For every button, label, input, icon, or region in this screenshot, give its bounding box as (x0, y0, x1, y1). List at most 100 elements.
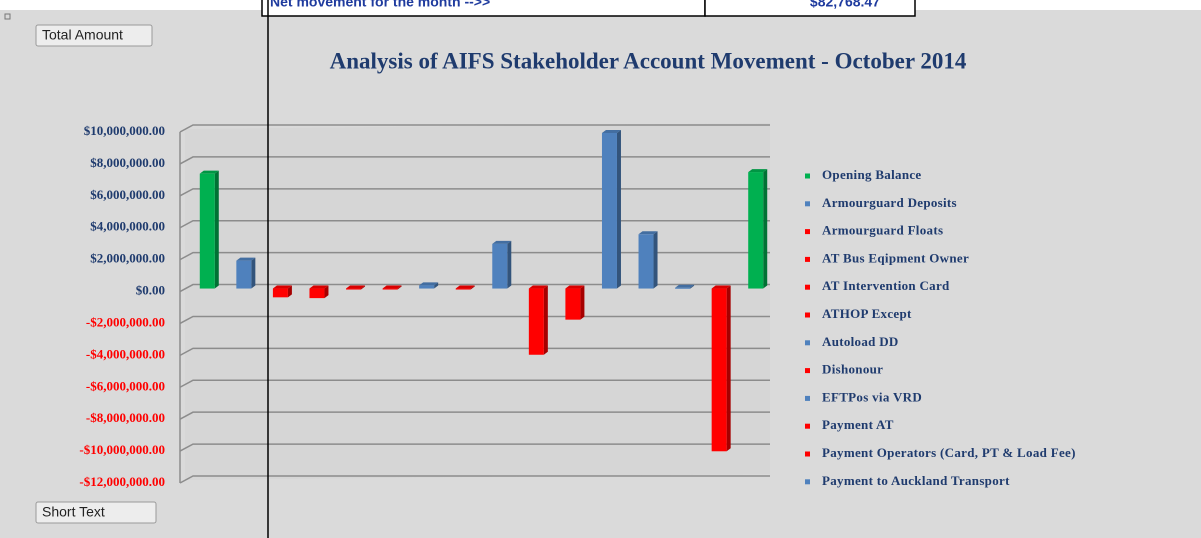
bar-side (214, 170, 219, 289)
bar (455, 288, 471, 290)
bar-side (690, 284, 695, 289)
bar-top (565, 285, 585, 289)
net-amount-cell (704, 0, 916, 17)
bar-side (763, 169, 768, 289)
back-wall (185, 123, 770, 480)
bar (528, 288, 544, 355)
y-tick-label: $2,000,000.00 (90, 251, 165, 266)
legend-label: AT Bus Eqipment Owner (822, 250, 969, 265)
grid-line (179, 188, 770, 197)
bar-top (528, 285, 548, 289)
legend-marker (805, 451, 810, 457)
bar (638, 234, 654, 289)
y-tick-label: $8,000,000.00 (90, 155, 165, 170)
bar (601, 132, 617, 289)
bar (309, 288, 325, 299)
short-text-button[interactable] (35, 501, 157, 524)
legend-label: Payment Operators (Card, PT & Load Fee) (822, 445, 1076, 460)
bar-side (580, 285, 585, 320)
legend-label: Payment to Auckland Transport (822, 473, 1010, 488)
bar-side (616, 129, 621, 289)
bar (675, 287, 691, 289)
legend-label: AT Intervention Card (822, 278, 950, 293)
grid-line (179, 379, 770, 388)
bar-top (346, 285, 366, 289)
legend-marker (805, 284, 810, 290)
bar-top (675, 284, 695, 288)
y-tick-label: $6,000,000.00 (90, 187, 165, 202)
bar-top (492, 240, 512, 244)
bar-side (397, 285, 402, 290)
legend-label: Opening Balance (822, 167, 922, 182)
bar-side (434, 282, 439, 289)
bar-side (543, 285, 548, 355)
y-tick-label: $10,000,000.00 (84, 123, 165, 138)
legend-marker (805, 256, 810, 262)
grid-line (179, 156, 770, 165)
y-tick-label: -$6,000,000.00 (86, 378, 165, 393)
legend-label: Dishonour (822, 362, 883, 377)
y-tick-label: -$12,000,000.00 (79, 474, 165, 489)
grid-line (179, 347, 770, 357)
legend-marker (805, 312, 810, 318)
grid-line (179, 283, 770, 293)
y-tick-label: -$10,000,000.00 (79, 442, 165, 457)
bar (346, 288, 362, 290)
legend-label: ATHOP Except (822, 306, 912, 321)
legend-label: EFTPos via VRD (822, 389, 922, 404)
bar (199, 173, 215, 289)
grid-line (179, 251, 770, 261)
bar-side (361, 285, 366, 290)
grid-line (179, 124, 770, 133)
bar-top (236, 257, 256, 261)
legend-label: Autoload DD (822, 334, 899, 349)
bar-side (653, 231, 658, 289)
bar-side (287, 285, 292, 298)
legend-label: Armourguard Deposits (822, 195, 957, 210)
y-tick-label: -$4,000,000.00 (86, 346, 165, 361)
legend-marker (805, 395, 810, 401)
bar (419, 285, 435, 289)
bar-top (455, 285, 475, 289)
bar (382, 288, 398, 290)
bar-side (470, 285, 475, 290)
legend-marker (805, 173, 810, 179)
total-amount-button[interactable] (35, 24, 153, 47)
legend-label: Payment AT (822, 417, 894, 432)
bar-top (638, 231, 658, 235)
bar-top (199, 170, 219, 174)
bar-side (726, 285, 731, 452)
bar-top (711, 285, 731, 289)
bar-side (251, 257, 256, 289)
legend-marker (805, 340, 810, 346)
bar-top (419, 282, 439, 286)
bar-top (382, 285, 402, 289)
legend-marker (805, 201, 810, 207)
legend-marker (805, 479, 810, 485)
net-label: Net movement for the month -->> (270, 0, 490, 10)
legend-marker (805, 229, 810, 235)
bar (565, 288, 581, 320)
legend-marker (805, 368, 810, 374)
bar-top (309, 285, 329, 289)
bar (492, 243, 508, 289)
chart-title: Analysis of AIFS Stakeholder Account Mov… (330, 48, 967, 73)
grid-line (179, 443, 770, 452)
bar (272, 288, 288, 298)
short-text-label[interactable]: Short Text (42, 504, 105, 520)
y-tick-label: -$2,000,000.00 (86, 314, 165, 329)
legend-marker (805, 423, 810, 429)
y-tick-label: $4,000,000.00 (90, 219, 165, 234)
y-tick-label: $0.00 (136, 283, 165, 298)
total-amount-label[interactable]: Total Amount (42, 27, 123, 43)
grid-line (179, 219, 770, 229)
grid-line (179, 411, 770, 420)
grid-line (179, 475, 770, 484)
bar (236, 260, 252, 289)
bar (748, 172, 764, 289)
handle (4, 13, 11, 20)
bar-top (272, 285, 292, 289)
bar (711, 288, 727, 452)
bar-side (324, 285, 329, 299)
